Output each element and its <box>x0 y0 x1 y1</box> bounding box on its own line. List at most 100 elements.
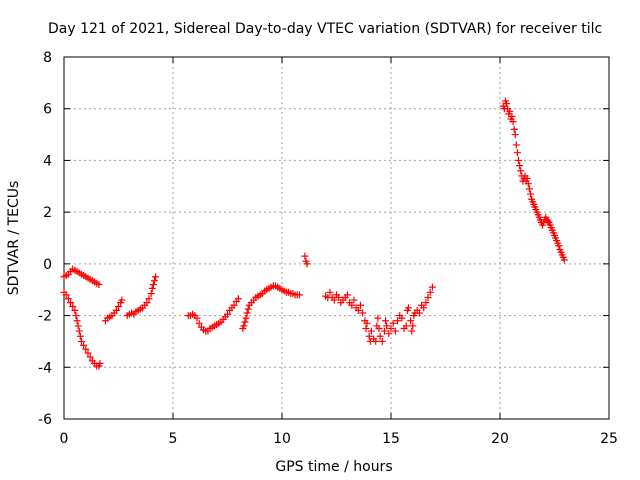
data-point <box>67 299 75 307</box>
data-point <box>513 149 521 157</box>
x-tick-label: 0 <box>60 431 69 447</box>
data-point <box>243 309 251 317</box>
axis-ticks: 0 5 10 15 20 25 -6 -4 -2 0 2 4 6 8 <box>38 50 618 447</box>
data-point <box>73 317 81 325</box>
data-point <box>326 288 334 296</box>
data-point <box>241 318 249 326</box>
y-tick-label: -2 <box>38 309 52 325</box>
data-point <box>242 314 250 322</box>
data-point <box>525 185 533 193</box>
data-point <box>362 325 370 332</box>
data-point <box>378 337 386 345</box>
data-point <box>511 131 519 139</box>
data-point <box>76 332 84 340</box>
data-point <box>512 141 520 149</box>
data-point <box>428 283 436 291</box>
data-point <box>330 296 338 304</box>
data-point <box>80 341 88 349</box>
data-point <box>426 288 434 296</box>
data-point <box>343 291 351 299</box>
data-point <box>503 100 511 108</box>
data-point <box>147 290 155 298</box>
data-point <box>516 162 524 170</box>
y-tick-label: 6 <box>43 102 52 118</box>
data-point <box>509 118 517 126</box>
data-point <box>402 322 410 330</box>
data-point <box>508 112 516 120</box>
data-point <box>84 349 92 357</box>
x-tick-label: 20 <box>491 431 509 447</box>
data-point <box>348 301 356 309</box>
x-axis-label: GPS time / hours <box>275 459 392 475</box>
data-point <box>374 314 382 322</box>
data-point <box>118 296 126 304</box>
data-point <box>303 260 311 268</box>
data-point <box>365 332 373 340</box>
y-tick-label: 2 <box>43 205 52 221</box>
y-tick-label: 0 <box>43 257 52 273</box>
data-point <box>69 303 77 311</box>
data-point <box>301 252 309 260</box>
data-point <box>95 281 103 289</box>
data-point <box>394 317 402 325</box>
x-tick-label: 5 <box>169 431 178 447</box>
data-point <box>96 359 104 367</box>
data-point <box>560 256 568 264</box>
data-point <box>224 310 231 318</box>
y-tick-label: 8 <box>43 50 52 66</box>
data-point <box>375 325 383 332</box>
data-point <box>382 317 390 325</box>
data-point <box>152 273 160 281</box>
data-point <box>74 322 82 330</box>
data-point <box>376 332 384 340</box>
y-tick-label: 4 <box>43 153 52 169</box>
data-point <box>356 301 364 309</box>
data-point <box>510 125 518 133</box>
chart-title: Day 121 of 2021, Sidereal Day-to-day VTE… <box>48 21 602 37</box>
data-point <box>350 296 358 304</box>
data-point <box>75 327 83 335</box>
data-point <box>230 301 238 309</box>
plot-frame <box>63 56 610 420</box>
data-point <box>195 319 203 327</box>
data-point <box>407 317 415 325</box>
data-point <box>409 322 417 330</box>
data-point <box>391 327 399 335</box>
y-tick-label: -4 <box>38 360 52 376</box>
data-point <box>515 156 523 164</box>
data-point <box>367 327 375 335</box>
data-point <box>380 327 388 335</box>
data-point <box>420 304 428 312</box>
grid-lines <box>64 57 609 419</box>
data-point <box>240 322 248 330</box>
x-tick-label: 25 <box>600 431 618 447</box>
data-point <box>150 277 158 285</box>
data-point <box>389 319 397 327</box>
data-point <box>408 327 416 335</box>
data-point <box>544 217 552 225</box>
data-point <box>424 293 432 301</box>
data-point <box>193 314 201 322</box>
data-point <box>234 295 242 303</box>
data-point <box>149 281 157 289</box>
y-tick-label: -6 <box>38 412 52 428</box>
data-point <box>145 295 153 303</box>
data-point <box>422 299 430 307</box>
data-point <box>86 353 94 361</box>
data-point <box>64 295 72 303</box>
data-point <box>62 291 70 299</box>
data-point <box>359 309 367 317</box>
data-point <box>148 284 156 292</box>
data-point <box>72 312 80 320</box>
data-point <box>143 299 151 307</box>
data-point <box>385 330 393 338</box>
data-point <box>77 337 85 345</box>
data-point <box>115 303 122 311</box>
data-point <box>555 242 563 250</box>
data-point <box>112 306 120 314</box>
data-point <box>404 304 412 312</box>
data-point <box>415 309 423 317</box>
data-point <box>383 322 391 330</box>
data-point <box>354 306 362 314</box>
data-point <box>517 167 525 175</box>
